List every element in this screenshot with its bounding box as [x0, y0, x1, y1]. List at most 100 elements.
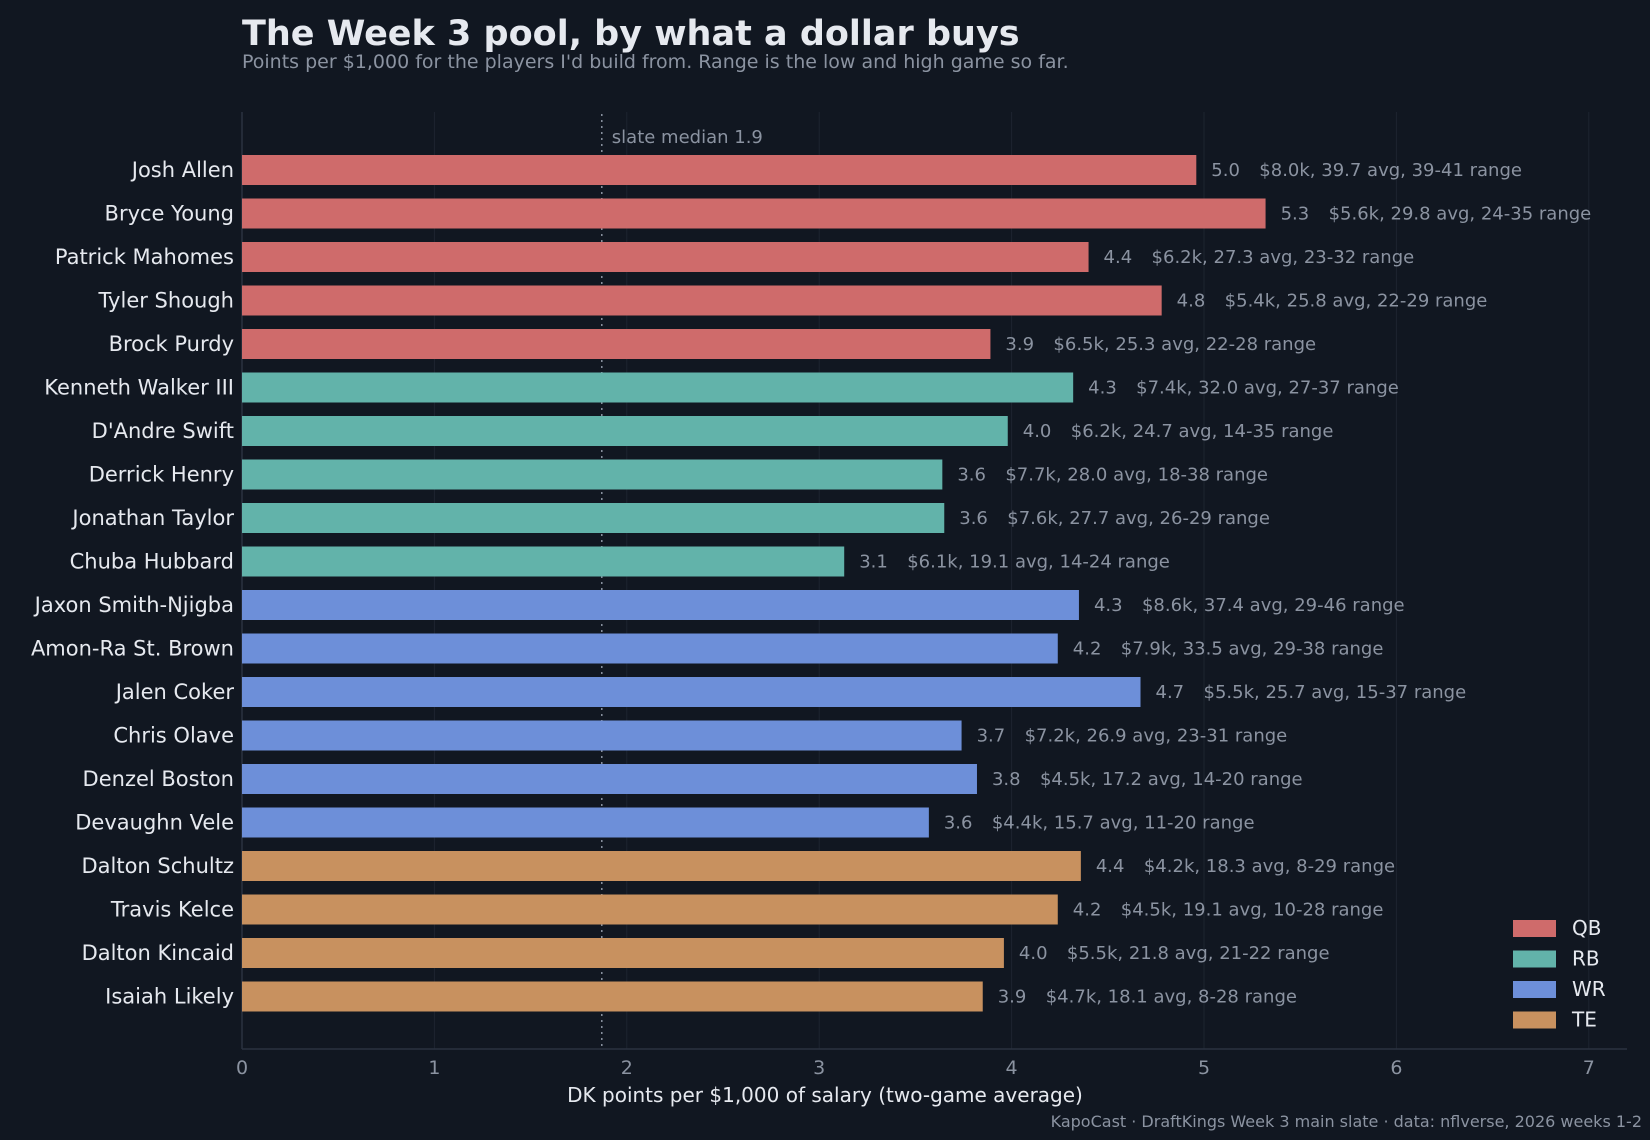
y-tick-label: Jalen Coker: [114, 680, 235, 704]
y-tick-label: Isaiah Likely: [105, 985, 234, 1009]
source-note: KapoCast · DraftKings Week 3 main slate …: [1050, 1112, 1642, 1131]
bar: [242, 285, 1162, 316]
bar: [242, 720, 962, 751]
bar-value-label: 3.1: [859, 552, 888, 573]
bar: [242, 503, 945, 533]
bar: [242, 807, 929, 838]
bar-value-label: 4.3: [1088, 378, 1117, 399]
bar: [242, 764, 977, 794]
chart-title: The Week 3 pool, by what a dollar buys: [242, 14, 1020, 54]
y-tick-label: Patrick Mahomes: [55, 245, 234, 269]
bar: [242, 242, 1089, 272]
bar: [242, 372, 1074, 403]
bar-detail-label: $7.9k, 33.5 avg, 29-38 range: [1121, 639, 1384, 660]
legend-label: QB: [1572, 916, 1601, 940]
y-tick-label: Kenneth Walker III: [44, 376, 234, 400]
bar-value-label: 3.6: [957, 465, 986, 486]
legend-label: WR: [1572, 977, 1606, 1001]
bar-value-label: 4.2: [1073, 639, 1102, 660]
bar-value-label: 3.6: [959, 508, 988, 529]
bar-labels: Josh Allen 5.0 $8.0k, 39.7 avg, 39-41 rang…: [31, 158, 1591, 1009]
y-tick-label: Devaughn Vele: [75, 811, 234, 835]
bar: [242, 633, 1058, 664]
bar-detail-label: $8.6k, 37.4 avg, 29-46 range: [1142, 595, 1405, 616]
bar: [242, 459, 943, 490]
bar: [242, 198, 1266, 229]
y-tick-label: Travis Kelce: [110, 898, 234, 922]
bar-value-label: 3.8: [992, 769, 1021, 790]
y-tick-label: Chuba Hubbard: [70, 550, 234, 574]
bar: [242, 590, 1079, 620]
bar-value-label: 3.7: [977, 726, 1006, 747]
bar-detail-label: $5.6k, 29.8 avg, 24-35 range: [1329, 204, 1592, 225]
legend: QB RB WR TE: [1513, 916, 1606, 1032]
legend-swatch: [1513, 950, 1556, 968]
y-tick-label: D'Andre Swift: [92, 419, 234, 443]
bar-detail-label: $7.4k, 32.0 avg, 27-37 range: [1136, 378, 1399, 399]
bar-value-label: 4.3: [1094, 595, 1123, 616]
bar-value-label: 3.9: [1005, 334, 1034, 355]
bar: [242, 938, 1004, 968]
bar-value-label: 4.2: [1073, 900, 1102, 921]
bar-value-label: 5.3: [1281, 204, 1310, 225]
y-tick-label: Dalton Kincaid: [82, 941, 234, 965]
chart-subtitle: Points per $1,000 for the players I'd bu…: [242, 51, 1069, 73]
bar-value-label: 4.7: [1156, 682, 1185, 703]
x-tick-label: 7: [1583, 1057, 1595, 1079]
legend-swatch: [1513, 920, 1556, 937]
y-tick-label: Chris Olave: [113, 724, 234, 748]
y-tick-label: Brock Purdy: [109, 332, 234, 356]
y-tick-label: Josh Allen: [130, 158, 234, 182]
y-tick-label: Jonathan Taylor: [70, 506, 234, 530]
x-tick-label: 0: [236, 1057, 248, 1079]
bar-value-label: 4.0: [1019, 943, 1048, 964]
bar: [242, 894, 1058, 925]
y-tick-label: Dalton Schultz: [81, 854, 234, 878]
bar-detail-label: $6.2k, 24.7 avg, 14-35 range: [1071, 421, 1334, 442]
bar: [242, 677, 1141, 707]
y-tick-label: Bryce Young: [105, 202, 234, 226]
legend-swatch: [1513, 1011, 1556, 1029]
bar-detail-label: $8.0k, 39.7 avg, 39-41 range: [1259, 160, 1522, 181]
bar-detail-label: $4.2k, 18.3 avg, 8-29 range: [1144, 856, 1395, 877]
bar-detail-label: $6.2k, 27.3 avg, 23-32 range: [1152, 247, 1415, 268]
x-tick-label: 4: [1006, 1057, 1018, 1079]
bar-detail-label: $7.7k, 28.0 avg, 18-38 range: [1005, 465, 1268, 486]
axes: 0 1 2 3 4 5 6 7 DK points per $1,000 of salary (…: [236, 112, 1627, 1107]
bar: [242, 546, 845, 577]
bar-detail-label: $4.5k, 19.1 avg, 10-28 range: [1121, 900, 1384, 921]
bar-detail-label: $7.2k, 26.9 avg, 23-31 range: [1025, 726, 1288, 747]
bar-detail-label: $5.5k, 25.7 avg, 15-37 range: [1204, 682, 1467, 703]
bar-detail-label: $5.5k, 21.8 avg, 21-22 range: [1067, 943, 1330, 964]
x-axis-label: DK points per $1,000 of salary (two-game…: [567, 1083, 1083, 1107]
legend-swatch: [1513, 981, 1556, 998]
y-tick-label: Tyler Shough: [98, 289, 235, 313]
bar-value-label: 4.4: [1104, 247, 1133, 268]
bar-detail-label: $7.6k, 27.7 avg, 26-29 range: [1007, 508, 1270, 529]
bar-value-label: 4.8: [1177, 291, 1206, 312]
bar-detail-label: $4.5k, 17.2 avg, 14-20 range: [1040, 769, 1303, 790]
bar-detail-label: $5.4k, 25.8 avg, 22-29 range: [1225, 291, 1488, 312]
x-tick-label: 2: [621, 1057, 633, 1079]
y-tick-label: Amon-Ra St. Brown: [31, 637, 234, 661]
bar: [242, 329, 991, 359]
bar: [242, 981, 983, 1012]
bar-value-label: 5.0: [1211, 160, 1240, 181]
bar-detail-label: $4.7k, 18.1 avg, 8-28 range: [1046, 987, 1297, 1008]
y-tick-label: Denzel Boston: [83, 767, 234, 791]
bar: [242, 851, 1081, 881]
bars: [242, 155, 1266, 1012]
bar: [242, 416, 1008, 446]
bar-value-label: 4.4: [1096, 856, 1125, 877]
x-tick-label: 5: [1198, 1057, 1210, 1079]
bar-value-label: 4.0: [1023, 421, 1052, 442]
x-tick-label: 6: [1390, 1057, 1402, 1079]
bar-value-label: 3.9: [998, 987, 1027, 1008]
y-tick-label: Jaxon Smith-Njigba: [33, 593, 234, 617]
legend-label: RB: [1572, 947, 1600, 971]
bar-detail-label: $4.4k, 15.7 avg, 11-20 range: [992, 813, 1255, 834]
x-tick-label: 1: [428, 1057, 440, 1079]
x-tick-label: 3: [813, 1057, 825, 1079]
bar-detail-label: $6.5k, 25.3 avg, 22-28 range: [1053, 334, 1316, 355]
